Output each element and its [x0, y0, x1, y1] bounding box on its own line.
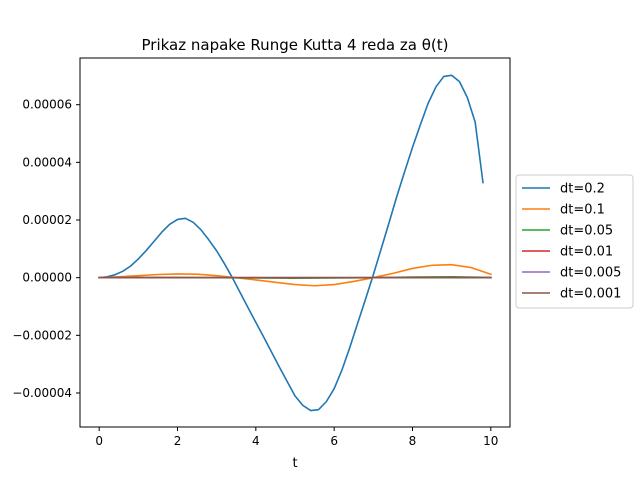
- x-tick-label: 8: [409, 434, 417, 448]
- y-axis-ticks: −0.00004 −0.00002 0.00000 0.00002 0.00004 0.0…: [12, 98, 80, 400]
- y-tick-label: 0.00006: [22, 98, 72, 112]
- y-tick-label: −0.00004: [12, 386, 72, 400]
- legend-label: dt=0.005: [560, 266, 621, 281]
- legend-label: dt=0.001: [560, 287, 621, 302]
- legend: dt=0.2 dt=0.1 dt=0.05 dt=0.01 dt=0.005 dt=0.0…: [515, 174, 634, 309]
- x-axis-label: t: [292, 456, 297, 471]
- series-line-1: [98, 74, 484, 412]
- x-axis-ticks: 0 2 4 6 8 10: [95, 427, 498, 448]
- x-tick-label: 2: [174, 434, 182, 448]
- legend-label: dt=0.01: [560, 245, 613, 260]
- plot-frame: [79, 57, 511, 428]
- series-line-2: [98, 263, 492, 287]
- series-layer: [98, 74, 492, 412]
- x-tick-label: 6: [330, 434, 338, 448]
- x-tick-label: 4: [252, 434, 260, 448]
- chart-title: Prikaz napake Runge Kutta 4 reda za θ(t): [142, 36, 449, 54]
- legend-label: dt=0.2: [560, 182, 605, 197]
- y-tick-label: 0.00000: [22, 271, 72, 285]
- y-tick-label: 0.00002: [22, 213, 72, 227]
- legend-label: dt=0.05: [560, 224, 613, 239]
- y-tick-label: 0.00004: [22, 155, 72, 169]
- x-tick-label: 10: [483, 434, 498, 448]
- legend-label: dt=0.1: [560, 203, 605, 218]
- x-tick-label: 0: [95, 434, 103, 448]
- y-tick-label: −0.00002: [12, 328, 72, 342]
